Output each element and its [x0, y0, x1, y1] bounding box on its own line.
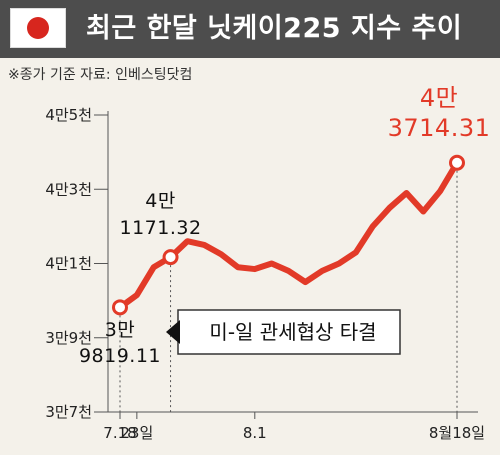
y-tick-label: 4만1천: [45, 255, 92, 273]
x-tick-label: 8.1: [243, 424, 267, 442]
callout-box: [177, 309, 401, 355]
annotation-line2: 3714.31: [388, 114, 491, 142]
data-point-marker: [449, 154, 465, 171]
marker-layer: [112, 154, 465, 316]
annotation-line2: 1171.32: [120, 217, 202, 239]
annotation-line1: 4만: [420, 84, 458, 112]
y-tick-label: 4만3천: [45, 180, 92, 198]
data-point-marker: [112, 299, 128, 316]
x-tick-label: 8월18일: [429, 424, 485, 442]
annotation-line1: 3만: [105, 319, 136, 341]
guide-lines: [119, 170, 458, 412]
chart-title: 최근 한달 닛케이225 지수 추이: [86, 13, 463, 44]
japan-flag-icon: [10, 8, 66, 48]
header-banner: 최근 한달 닛케이225 지수 추이: [0, 0, 500, 58]
y-axis: 3만7천 3만9천 4만1천 4만3천 4만5천: [45, 106, 109, 421]
y-tick-label: 3만9천: [45, 329, 92, 347]
data-point-marker: [162, 249, 179, 266]
callout-layer: 미-일 관세협상 타결: [166, 309, 401, 355]
annotation-line1: 4만: [145, 190, 176, 212]
x-tick-label: 23일: [120, 424, 153, 442]
annotation-line2: 9819.11: [79, 345, 161, 367]
x-tick-label: 7.18: [103, 424, 136, 442]
callout-pointer: [166, 320, 180, 344]
y-tick-label: 4만5천: [45, 106, 92, 124]
source-note: ※종가 기준 자료: 인베스팅닷컴: [8, 67, 193, 83]
flag-red-disc: [27, 17, 49, 39]
callout-text: 미-일 관세협상 타결: [209, 320, 376, 344]
y-tick-label: 3만7천: [45, 403, 92, 421]
